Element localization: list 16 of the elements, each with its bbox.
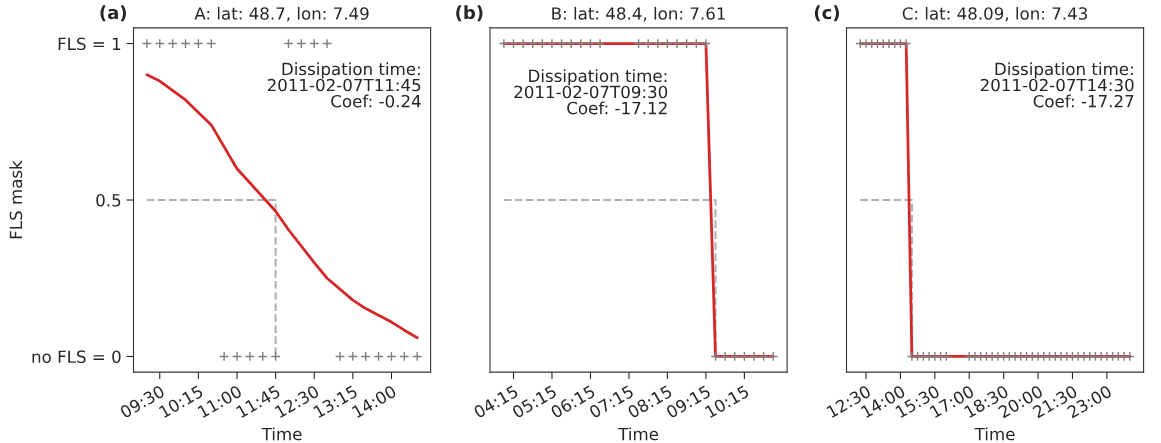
x-axis-title: Time (974, 427, 1015, 441)
chart-title: B: lat: 48.4, lon: 7.61 (552, 6, 725, 22)
text: (b) (456, 5, 483, 22)
y-tick-label: 0.5 (96, 193, 121, 207)
y-tick-label: FLS = 1 (58, 37, 121, 51)
annotation: Dissipation time: 2011-02-07T14:30 Coef: -17.27 (980, 62, 1134, 108)
text: (a) (100, 5, 127, 22)
x-axis-title: Time (261, 427, 302, 441)
chart-title: A: lat: 48.7, lon: 7.49 (194, 6, 369, 22)
y-axis-title: FLS mask (9, 160, 23, 239)
chart-title: C: lat: 48.09, lon: 7.43 (902, 6, 1087, 22)
annotation: Dissipation time: 2011-02-07T09:30 Coef: -17.12 (514, 69, 668, 115)
x-axis-title: Time (618, 427, 659, 441)
y-tick-label: no FLS = 0 (32, 350, 121, 364)
text: (c) (814, 5, 840, 22)
annotation: Dissipation time: 2011-02-07T11:45 Coef: -0.24 (267, 62, 421, 108)
